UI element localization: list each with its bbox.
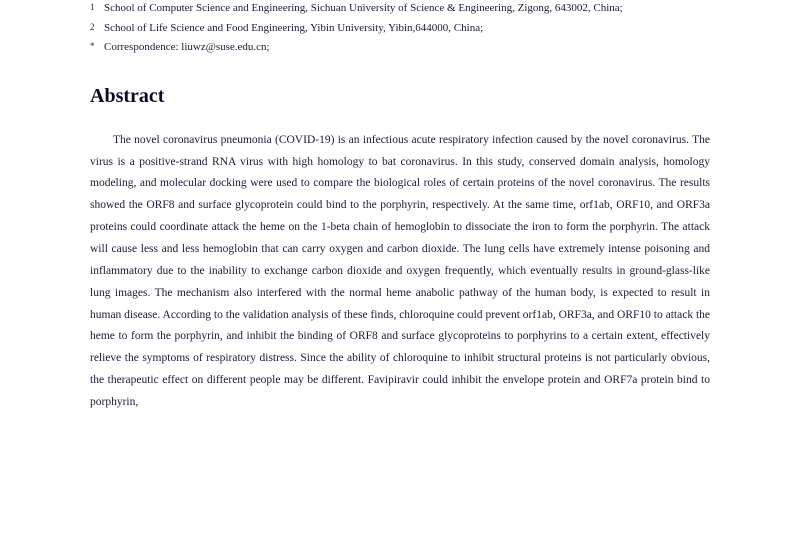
affil-text: School of Life Science and Food Engineer…	[104, 20, 710, 38]
abstract-heading: Abstract	[90, 85, 710, 108]
affil-text: Correspondence: liuwz@suse.edu.cn;	[104, 39, 710, 57]
abstract-body: The novel coronavirus pneumonia (COVID-1…	[90, 130, 710, 414]
affil-marker: 2	[90, 20, 104, 38]
affil-text: School of Computer Science and Engineeri…	[104, 0, 710, 18]
affiliation-row: 1 School of Computer Science and Enginee…	[90, 0, 710, 18]
affil-marker: 1	[90, 0, 104, 18]
affiliations-block: 1 School of Computer Science and Enginee…	[90, 0, 710, 57]
affiliation-row: * Correspondence: liuwz@suse.edu.cn;	[90, 39, 710, 57]
affiliation-row: 2 School of Life Science and Food Engine…	[90, 20, 710, 38]
affil-marker: *	[90, 39, 104, 57]
